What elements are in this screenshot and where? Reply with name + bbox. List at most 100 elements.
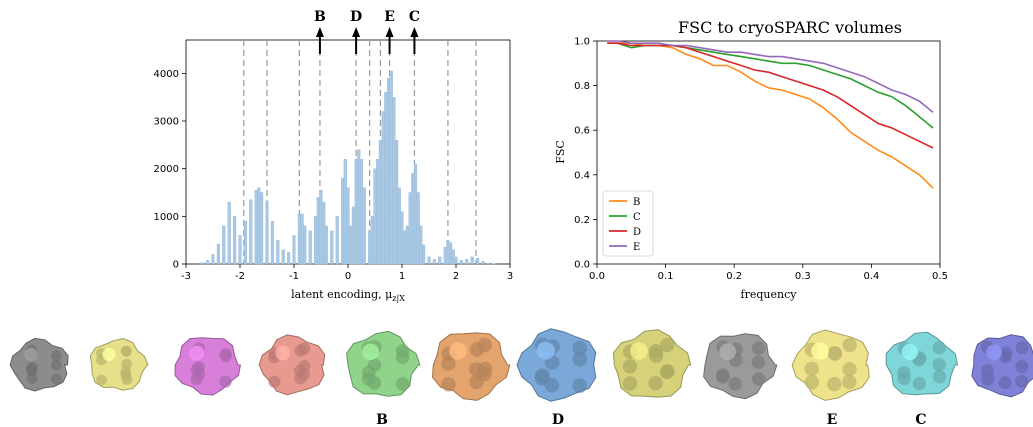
volume-highlight (102, 347, 116, 362)
arrow-label: E (384, 9, 395, 25)
volume-texture (622, 359, 638, 374)
volume-highlight (189, 345, 205, 361)
volume-texture (804, 375, 819, 390)
volume-texture (27, 361, 38, 373)
volume-texture (752, 372, 766, 386)
volume-label: C (915, 412, 926, 427)
legend-entry: E (633, 242, 640, 253)
x-axis-label-subscript: z|X (392, 294, 405, 303)
histogram-bar (486, 262, 490, 265)
volume-texture (26, 372, 38, 384)
volume-texture (1015, 374, 1029, 388)
histogram-bar (249, 199, 253, 265)
histogram-bar (443, 247, 447, 265)
x-axis-label: latent encoding, μz|X (291, 288, 405, 303)
fsc-title: FSC to cryoSPARC volumes (678, 18, 902, 37)
histogram-bar (400, 211, 404, 265)
histogram-bar (357, 149, 361, 265)
x-tick-label: 2 (453, 271, 459, 282)
histogram-bar (319, 189, 323, 265)
volume-texture (297, 368, 310, 381)
volume-texture (932, 341, 946, 355)
volume-texture (294, 344, 307, 357)
volume-texture (441, 377, 456, 392)
volume-highlight (275, 345, 291, 361)
histogram-bar (211, 254, 215, 265)
histogram-bar (411, 173, 415, 265)
volume-highlight (811, 342, 829, 360)
histogram-bar (297, 213, 301, 265)
histogram-bar (368, 230, 372, 265)
histogram-bar (432, 259, 436, 265)
volume-texture (981, 364, 994, 378)
y-tick-label: 3000 (154, 117, 179, 128)
volume-texture (477, 367, 492, 382)
volume-blob (174, 337, 242, 396)
volume-texture (572, 351, 588, 367)
histogram-bar (287, 251, 291, 265)
volume-label: E (827, 412, 838, 427)
volume-texture (660, 337, 675, 353)
y-tick-label: 0.6 (574, 126, 590, 137)
histogram-bar (335, 216, 339, 265)
histogram-bar (397, 187, 401, 265)
y-tick-label: 0 (173, 260, 179, 271)
volume-texture (622, 376, 638, 391)
volume-texture (912, 376, 927, 391)
x-tick-label: 3 (507, 271, 513, 282)
histogram-bar (373, 168, 377, 265)
volume-texture (395, 344, 410, 358)
histogram-bar (378, 139, 382, 265)
histogram-bar (354, 158, 358, 265)
volume-texture (998, 376, 1012, 390)
volume-blob (703, 333, 778, 400)
histogram-bar (438, 256, 442, 265)
volume-rendering (431, 332, 511, 401)
arrow-head (352, 27, 361, 37)
histogram-bar (324, 225, 328, 265)
legend-entry: D (633, 227, 641, 238)
volume-rendering (9, 337, 69, 392)
volume-texture (932, 370, 947, 384)
histogram-bar (395, 139, 399, 265)
arrow-head (315, 27, 324, 37)
histogram-bar (408, 192, 412, 265)
volume-texture (51, 359, 62, 371)
volume-texture (897, 371, 911, 385)
x-tick-label: -1 (289, 271, 299, 282)
volume-blob (258, 334, 326, 396)
arrow-label: C (409, 9, 420, 25)
histogram-bar (222, 225, 226, 265)
volume-texture (120, 345, 132, 357)
histogram-bar (206, 260, 210, 265)
fsc-frame (596, 40, 941, 265)
histogram-bar (384, 92, 388, 265)
volume-texture (827, 376, 842, 392)
volume-texture (51, 373, 62, 385)
volume-texture (219, 348, 232, 361)
volume-texture (298, 360, 311, 373)
y-tick-label: 0.2 (574, 215, 590, 226)
volume-texture (572, 340, 588, 356)
volume-texture (219, 375, 232, 388)
histogram-bar (419, 225, 423, 265)
volume-texture (51, 350, 62, 362)
x-axis-label-main: latent encoding, μ (291, 288, 392, 301)
histogram-bar (389, 70, 393, 265)
histogram-bar (413, 163, 418, 265)
volume-texture (268, 375, 281, 388)
legend-box (602, 190, 654, 257)
histogram-bar (346, 187, 350, 265)
volume-texture (362, 365, 376, 380)
histogram-bar (303, 225, 307, 265)
histogram-bar (459, 260, 463, 265)
volume-texture (842, 362, 857, 377)
histogram-bar (481, 260, 485, 265)
x-tick-label: 0.2 (726, 271, 742, 282)
volume-highlight (719, 343, 736, 361)
histogram-bar (359, 158, 364, 265)
volume-texture (728, 377, 743, 391)
volume-texture (120, 369, 132, 381)
y-tick-label: 1.0 (574, 37, 590, 48)
